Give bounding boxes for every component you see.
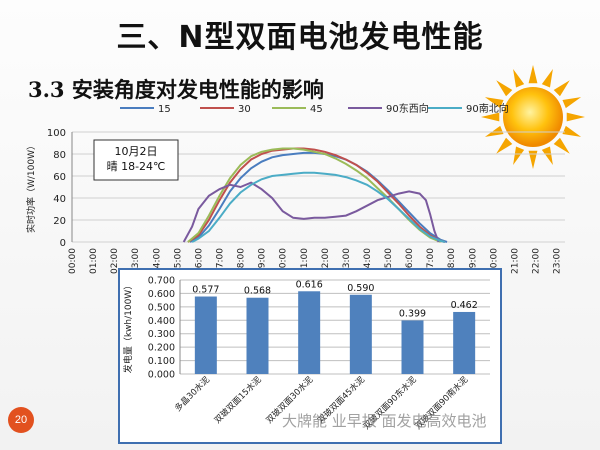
annotation-text: 晴 18-24℃ (107, 160, 166, 173)
x-tick-label: 20:00 (489, 248, 499, 274)
y-tick-label: 60 (53, 172, 66, 183)
sun-ray (496, 80, 513, 97)
sun-ray (541, 68, 553, 88)
x-tick-label: 04:00 (152, 248, 162, 274)
bar (401, 320, 424, 374)
sun-ray (553, 80, 570, 97)
legend-item: 45 (272, 104, 323, 115)
y-tick-label: 20 (53, 216, 66, 227)
x-tick-label: 多晶30水泥 (172, 374, 212, 414)
series-line-90东西向 (182, 181, 440, 243)
series-line-15 (189, 151, 448, 243)
sun-ray (496, 137, 513, 154)
legend-label: 90东西向 (386, 102, 429, 115)
bar (453, 311, 476, 374)
series-line-90南北向 (191, 171, 446, 243)
x-tick-label: 17:00 (426, 248, 436, 274)
x-tick-label: 03:00 (131, 248, 141, 274)
x-tick-label: 02:00 (110, 248, 120, 274)
x-tick-label: 16:00 (405, 248, 415, 274)
x-tick-label: 22:00 (532, 248, 542, 274)
y-tick-label: 100 (47, 128, 66, 139)
sun-ray (566, 112, 585, 122)
watermark: 大牌能 业早报 面发电高效电池 (282, 412, 487, 430)
bar-value-label: 0.616 (296, 279, 323, 290)
y-tick-label: 40 (53, 194, 66, 205)
bar (194, 296, 217, 374)
x-tick-label: 10:00 (279, 248, 289, 274)
bar-value-label: 0.590 (347, 283, 374, 294)
legend-label: 90南北向 (466, 102, 509, 115)
sun-ray (528, 150, 538, 169)
sun-ray (553, 137, 570, 154)
legend-label: 30 (238, 104, 251, 115)
y-tick-label: 0 (60, 238, 66, 249)
y-tick-label: 0.300 (148, 329, 175, 340)
series-line-45 (187, 147, 442, 243)
x-tick-label: 06:00 (194, 248, 204, 274)
x-tick-label: 18:00 (447, 248, 457, 274)
bar (246, 297, 269, 374)
slide-title: 三、N型双面电池发电性能 (116, 20, 484, 55)
legend-item: 90南北向 (428, 102, 509, 115)
x-tick-label: 双玻双面15水泥 (212, 374, 264, 426)
y-axis-label: 发电量（kwh/100W） (122, 281, 134, 373)
x-tick-label: 21:00 (510, 248, 520, 274)
legend-item: 90东西向 (348, 102, 429, 115)
sun-ray (562, 97, 582, 109)
y-tick-label: 0.400 (148, 316, 175, 327)
page-number: 20 (8, 407, 34, 433)
y-tick-label: 80 (53, 150, 66, 161)
annotation-text: 10月2日 (115, 145, 158, 158)
x-tick-label: 00:00 (68, 248, 78, 274)
x-tick-label: 01:00 (89, 248, 99, 274)
sun-ray (528, 65, 538, 84)
y-tick-label: 0.100 (148, 356, 175, 367)
power-line-chart: 15 30 45 90东西向 90南北向 0 20 40 60 80 100 实时功率（W/100W）… (25, 102, 565, 274)
legend-label: 45 (310, 104, 323, 115)
sun-ray (484, 125, 504, 137)
x-tick-label: 12:00 (321, 248, 331, 274)
sun-ray (513, 146, 525, 166)
x-tick-label: 09:00 (258, 248, 268, 274)
bar (298, 291, 321, 374)
annotation-box (93, 139, 179, 181)
bar-value-label: 0.577 (192, 285, 219, 296)
y-tick-label: 0.000 (148, 370, 175, 381)
bar-value-label: 0.462 (451, 300, 478, 311)
x-tick-label: 19:00 (468, 248, 478, 274)
bar-value-label: 0.568 (244, 286, 271, 297)
x-tick-label: 14:00 (363, 248, 373, 274)
legend-item: 30 (200, 104, 251, 115)
y-tick-label: 0.700 (148, 276, 175, 287)
y-tick-label: 0.200 (148, 343, 175, 354)
x-tick-label: 13:00 (342, 248, 352, 274)
legend-label: 15 (158, 104, 171, 115)
bar (349, 294, 372, 374)
sun-ray (481, 112, 500, 122)
x-tick-label: 08:00 (237, 248, 247, 274)
sun-ray (513, 68, 525, 88)
x-tick-label: 05:00 (173, 248, 183, 274)
x-tick-label: 07:00 (215, 248, 225, 274)
series-line-30 (187, 147, 446, 243)
bar-value-label: 0.399 (399, 308, 426, 319)
sun-ray (484, 97, 504, 109)
legend-item: 15 (120, 104, 171, 115)
energy-bar-chart: 0.000 0.100 0.200 0.300 0.400 0.500 0.600 0.700… (122, 276, 490, 432)
x-tick-label: 23:00 (553, 248, 563, 274)
y-tick-label: 0.500 (148, 302, 175, 313)
y-axis-label: 实时功率（W/100W） (25, 141, 37, 233)
sun-ray (562, 125, 582, 137)
slide-subtitle: 3.3 安装角度对发电性能的影响 (28, 77, 324, 102)
x-tick-label: 11:00 (300, 248, 310, 274)
y-tick-label: 0.600 (148, 289, 175, 300)
sun-ray (541, 146, 553, 166)
x-tick-label: 15:00 (384, 248, 394, 274)
